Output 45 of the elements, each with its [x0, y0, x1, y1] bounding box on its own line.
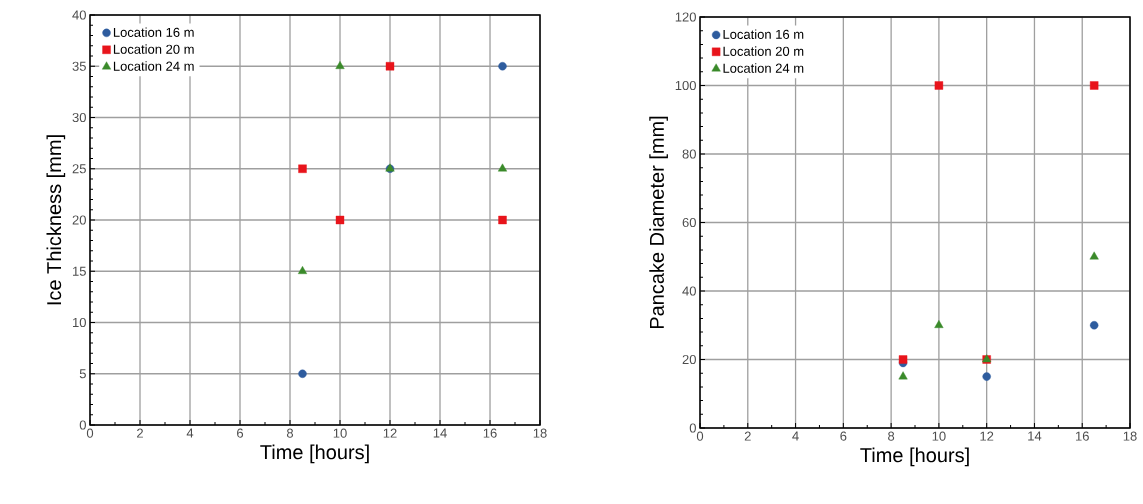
legend-label: Location 24 m — [723, 63, 804, 73]
y-tick-label: 10 — [73, 317, 86, 328]
legend-label: Location 16 m — [723, 29, 804, 39]
x-tick-label: 14 — [1028, 431, 1042, 441]
legend-label: Location 20 m — [723, 46, 804, 56]
x-tick-label: 0 — [696, 431, 704, 441]
x-tick-label: 2 — [137, 428, 143, 438]
y-tick-label: 100 — [675, 80, 696, 91]
x-tick-label: 18 — [533, 428, 547, 438]
x-tick-label: 12 — [383, 428, 397, 438]
y-tick-label: 5 — [79, 369, 86, 379]
y-tick-label: 20 — [682, 354, 696, 365]
y-tick-label: 30 — [72, 112, 86, 123]
x-tick-label: 0 — [86, 428, 94, 438]
y-tick-label: 25 — [72, 164, 86, 174]
x-axis-title: Time [hours] — [260, 444, 369, 464]
y-tick-label: 0 — [79, 420, 86, 430]
x-tick-label: 12 — [980, 431, 994, 441]
y-tick-label: 80 — [682, 149, 696, 159]
y-tick-label: 120 — [675, 12, 696, 22]
y-tick-label: 15 — [73, 266, 86, 276]
y-tick-label: 40 — [682, 286, 696, 296]
y-tick-label: 40 — [72, 10, 86, 20]
legend-label: Location 24 m — [113, 61, 194, 71]
x-tick-label: 16 — [1075, 431, 1089, 441]
x-tick-label: 2 — [744, 431, 751, 441]
x-tick-label: 14 — [433, 428, 447, 438]
y-tick-label: 60 — [682, 217, 696, 228]
legend-label: Location 16 m — [113, 27, 194, 37]
x-tick-label: 16 — [483, 428, 497, 438]
x-tick-label: 10 — [932, 431, 946, 441]
x-tick-label: 10 — [333, 428, 347, 438]
x-tick-label: 4 — [792, 431, 799, 441]
x-tick-label: 8 — [286, 428, 294, 438]
y-axis-title: Ice Thickness [mm] — [46, 135, 66, 305]
x-tick-label: 6 — [237, 428, 244, 438]
y-axis-title: Pancake Diameter [mm] — [649, 116, 668, 329]
x-tick-label: 18 — [1123, 431, 1137, 441]
x-tick-label: 4 — [186, 428, 194, 438]
x-tick-label: 6 — [840, 431, 847, 441]
legend-label: Location 20 m — [113, 44, 194, 54]
y-tick-label: 20 — [72, 215, 86, 225]
x-tick-label: 8 — [888, 431, 895, 441]
y-tick-label: 35 — [72, 61, 86, 71]
x-axis-title: Time [hours] — [860, 447, 969, 467]
